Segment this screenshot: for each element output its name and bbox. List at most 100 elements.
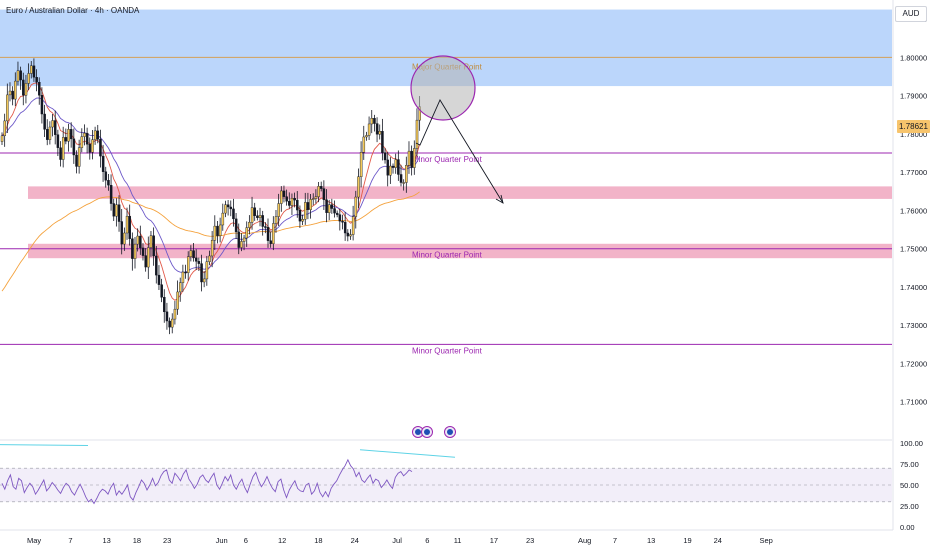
- target-circle: [410, 55, 476, 121]
- candle-body: [120, 221, 123, 245]
- candle-body: [373, 118, 376, 124]
- time-tick-label: Aug: [578, 536, 591, 545]
- candle: [237, 223, 241, 255]
- candle: [147, 236, 150, 279]
- ema-mid-line: [1, 97, 420, 273]
- candle: [365, 131, 368, 141]
- projection-arrowhead: [495, 194, 504, 204]
- candle: [123, 227, 126, 251]
- candle-body: [14, 80, 17, 100]
- candle-body: [351, 216, 355, 235]
- candle: [335, 210, 339, 218]
- candle: [155, 246, 158, 284]
- candle: [35, 69, 38, 92]
- candle-body: [117, 204, 121, 222]
- candle-body: [218, 224, 222, 236]
- y-axis: 1.810001.800001.790001.780001.770001.760…: [892, 0, 927, 532]
- candle: [359, 141, 363, 188]
- time-tick-label: 11: [454, 536, 462, 545]
- candle: [282, 185, 286, 203]
- indicator-badge-dot-icon[interactable]: [415, 429, 421, 435]
- candle-body: [40, 95, 44, 115]
- candle-body: [224, 204, 227, 214]
- ema-slow-line: [1, 191, 420, 292]
- time-tick-label: 6: [244, 536, 248, 545]
- rsi-divergence-line: [359, 449, 456, 458]
- candle-body: [173, 308, 177, 320]
- candle-body: [293, 197, 296, 201]
- candle: [306, 192, 310, 220]
- candle: [250, 196, 254, 230]
- currency-badge[interactable]: AUD: [895, 6, 927, 22]
- time-tick-label: 23: [163, 536, 171, 545]
- candle-body: [269, 240, 272, 244]
- candle: [136, 228, 139, 252]
- candle: [391, 163, 395, 174]
- candle: [338, 209, 342, 231]
- annotations-layer: [410, 55, 504, 438]
- candle: [266, 218, 270, 248]
- candle-body: [168, 320, 171, 328]
- candle-body: [112, 203, 116, 217]
- candle: [389, 157, 392, 184]
- candle: [19, 66, 22, 90]
- candle: [93, 126, 97, 145]
- price-tick-label: 1.73000: [900, 321, 927, 330]
- candle-body: [367, 123, 371, 136]
- quarter-point-label: Minor Quarter Point: [412, 251, 483, 260]
- candle: [367, 116, 371, 141]
- candle-body: [237, 231, 241, 248]
- candle: [160, 278, 163, 303]
- candle: [293, 192, 296, 208]
- rsi-layer: [0, 439, 892, 505]
- x-axis: 1824May7131823Jun6121824Jul6111723Aug713…: [0, 529, 893, 545]
- candle: [354, 190, 358, 229]
- candle-body: [3, 120, 6, 137]
- candle: [51, 114, 54, 137]
- candle-body: [256, 215, 259, 218]
- candle: [410, 145, 413, 176]
- candle: [165, 302, 169, 330]
- candle: [317, 181, 320, 203]
- indicator-badge-dot-icon[interactable]: [424, 429, 430, 435]
- candle: [226, 200, 230, 216]
- time-tick-label: Jul: [392, 536, 402, 545]
- candle: [83, 124, 86, 146]
- candle: [171, 313, 174, 334]
- candle: [168, 317, 171, 335]
- candle-body: [189, 250, 193, 257]
- time-tick-label: 7: [613, 536, 617, 545]
- candle-body: [115, 204, 118, 217]
- candle: [125, 207, 129, 240]
- candle: [320, 181, 323, 192]
- candles-layer: [0, 58, 421, 335]
- candle-body: [290, 197, 294, 206]
- candle-body: [75, 154, 78, 167]
- time-tick-label: 17: [490, 536, 498, 545]
- candle: [234, 212, 238, 240]
- candle-body: [346, 232, 350, 237]
- candle: [327, 199, 331, 221]
- candle: [261, 210, 264, 236]
- candle-body: [131, 238, 134, 259]
- candle: [117, 195, 121, 232]
- candle: [96, 124, 100, 144]
- candle: [8, 82, 12, 102]
- candle: [16, 61, 20, 86]
- candle-body: [43, 113, 46, 130]
- candle: [253, 202, 256, 221]
- candle: [269, 232, 272, 248]
- candle-body: [24, 83, 28, 96]
- candle: [152, 227, 155, 266]
- candle: [157, 265, 161, 291]
- candle-body: [133, 243, 137, 259]
- candle: [54, 110, 57, 145]
- candle-body: [125, 215, 129, 234]
- indicator-badge-dot-icon[interactable]: [447, 429, 453, 435]
- candle-body: [104, 171, 108, 181]
- candle: [288, 192, 291, 209]
- candle-body: [362, 136, 366, 153]
- candle: [202, 271, 206, 288]
- candle-body: [152, 235, 155, 257]
